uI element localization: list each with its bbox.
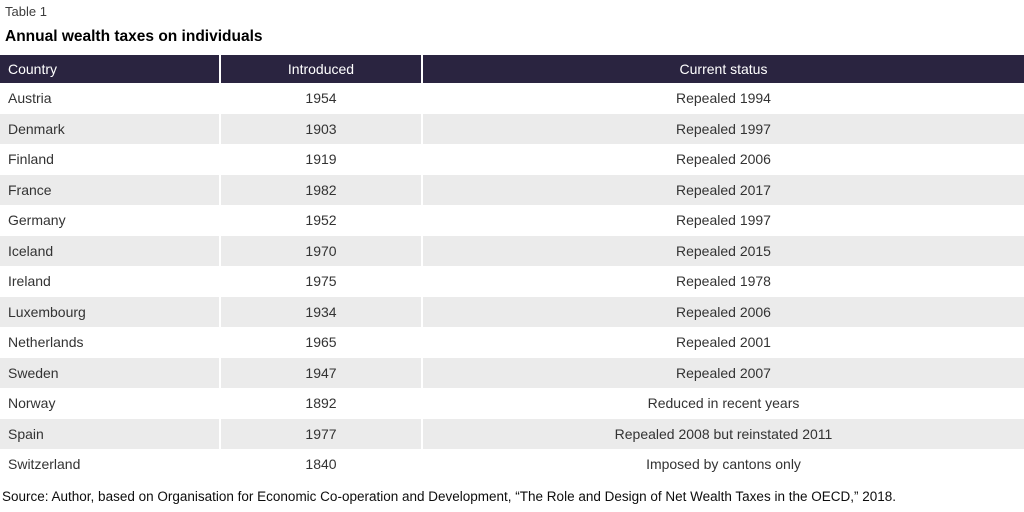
introduced-cell: 1952 — [219, 205, 422, 236]
introduced-cell: 1892 — [219, 388, 422, 419]
status-cell: Repealed 2017 — [421, 174, 1024, 205]
status-cell: Repealed 1997 — [421, 205, 1024, 236]
table-row: Germany 1952 Repealed 1997 — [0, 205, 1024, 236]
table-row: Norway 1892 Reduced in recent years — [0, 388, 1024, 419]
country-cell: Norway — [0, 388, 220, 419]
table-row: Netherlands 1965 Repealed 2001 — [0, 327, 1024, 358]
table-number-label: Table 1 — [5, 4, 47, 19]
introduced-cell: 1934 — [219, 296, 422, 327]
table-header: Country Introduced Current status — [0, 55, 1024, 83]
source-citation: Source: Author, based on Organisation fo… — [2, 488, 896, 504]
status-cell: Repealed 2015 — [421, 235, 1024, 266]
table-row: Denmark 1903 Repealed 1997 — [0, 113, 1024, 144]
table-body: Austria 1954 Repealed 1994 Denmark 1903 … — [0, 83, 1024, 480]
introduced-cell: 1970 — [219, 235, 422, 266]
introduced-cell: 1982 — [219, 174, 422, 205]
introduced-cell: 1977 — [219, 418, 422, 449]
introduced-cell: 1903 — [219, 113, 422, 144]
table-row: Iceland 1970 Repealed 2015 — [0, 235, 1024, 266]
introduced-cell: 1919 — [219, 144, 422, 175]
status-cell: Repealed 2007 — [421, 357, 1024, 388]
status-cell: Repealed 1994 — [421, 83, 1024, 114]
table-row: France 1982 Repealed 2017 — [0, 174, 1024, 205]
introduced-cell: 1947 — [219, 357, 422, 388]
introduced-cell: 1840 — [219, 449, 422, 480]
status-cell: Repealed 1997 — [421, 113, 1024, 144]
country-cell: Switzerland — [0, 449, 220, 480]
status-cell: Repealed 2001 — [421, 327, 1024, 358]
status-cell: Repealed 2006 — [421, 144, 1024, 175]
table-row: Finland 1919 Repealed 2006 — [0, 144, 1024, 175]
table-row: Switzerland 1840 Imposed by cantons only — [0, 449, 1024, 480]
table-row: Spain 1977 Repealed 2008 but reinstated … — [0, 418, 1024, 449]
header-row: Country Introduced Current status — [0, 55, 1024, 83]
status-cell: Imposed by cantons only — [421, 449, 1024, 480]
table-row: Luxembourg 1934 Repealed 2006 — [0, 296, 1024, 327]
country-cell: Ireland — [0, 266, 220, 297]
country-cell: Sweden — [0, 357, 220, 388]
table-title: Annual wealth taxes on individuals — [5, 28, 263, 45]
country-cell: Denmark — [0, 113, 220, 144]
introduced-cell: 1975 — [219, 266, 422, 297]
wealth-tax-table: Country Introduced Current status Austri… — [0, 55, 1024, 480]
country-cell: Iceland — [0, 235, 220, 266]
country-cell: Luxembourg — [0, 296, 220, 327]
country-cell: Finland — [0, 144, 220, 175]
country-cell: France — [0, 174, 220, 205]
country-cell: Austria — [0, 83, 220, 114]
status-cell: Repealed 2006 — [421, 296, 1024, 327]
column-header-country: Country — [0, 55, 220, 83]
introduced-cell: 1954 — [219, 83, 422, 114]
table-row: Austria 1954 Repealed 1994 — [0, 83, 1024, 114]
country-cell: Netherlands — [0, 327, 220, 358]
introduced-cell: 1965 — [219, 327, 422, 358]
table-row: Sweden 1947 Repealed 2007 — [0, 357, 1024, 388]
table-row: Ireland 1975 Repealed 1978 — [0, 266, 1024, 297]
status-cell: Repealed 2008 but reinstated 2011 — [421, 418, 1024, 449]
country-cell: Germany — [0, 205, 220, 236]
column-header-introduced: Introduced — [219, 55, 422, 83]
status-cell: Repealed 1978 — [421, 266, 1024, 297]
status-cell: Reduced in recent years — [421, 388, 1024, 419]
country-cell: Spain — [0, 418, 220, 449]
column-header-status: Current status — [421, 55, 1024, 83]
